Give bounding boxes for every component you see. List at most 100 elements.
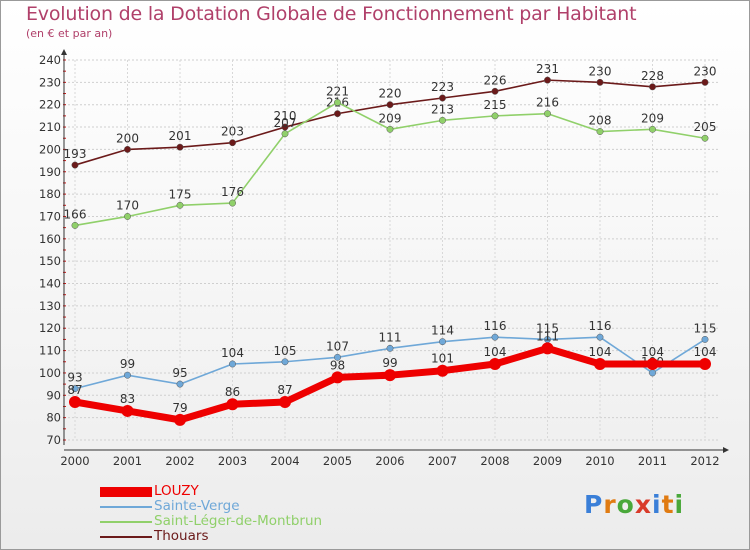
data-point <box>439 338 446 346</box>
data-label: 203 <box>221 125 244 139</box>
legend-swatch <box>100 536 152 538</box>
chart-subtitle: (en € et par an) <box>26 27 113 40</box>
data-label: 93 <box>67 371 82 385</box>
x-tick-label: 2008 <box>480 454 509 468</box>
data-label: 95 <box>172 366 187 380</box>
data-point <box>384 369 396 382</box>
data-point <box>596 78 604 86</box>
data-point <box>646 358 659 370</box>
data-label: 175 <box>169 187 192 201</box>
data-point <box>594 358 606 370</box>
y-tick-label: 220 <box>39 98 61 112</box>
proxiti-logo: Proxiti <box>584 490 685 519</box>
x-tick-label: 2001 <box>113 454 142 468</box>
data-label: 83 <box>120 392 135 406</box>
data-point <box>176 143 184 151</box>
y-tick-label: 90 <box>46 388 61 402</box>
data-label: 231 <box>536 62 559 76</box>
data-point <box>436 364 449 377</box>
data-point <box>386 101 394 109</box>
data-point <box>701 78 709 86</box>
x-tick-label: 2011 <box>638 454 667 468</box>
data-point <box>334 110 341 118</box>
data-point <box>69 396 81 408</box>
data-label: 98 <box>330 358 345 372</box>
data-label: 223 <box>431 80 454 94</box>
y-tick-label: 150 <box>39 254 61 268</box>
y-axis-arrow <box>61 49 67 55</box>
y-tick-label: 160 <box>39 232 61 246</box>
data-label: 116 <box>484 319 507 333</box>
legend-label: Saint-Léger-de-Montbrun <box>154 513 323 529</box>
data-label: 111 <box>379 330 402 344</box>
data-label: 208 <box>589 114 612 128</box>
data-label: 228 <box>641 69 664 83</box>
data-label: 209 <box>379 111 402 125</box>
data-point <box>281 123 289 131</box>
data-label: 193 <box>64 147 87 161</box>
data-label: 111 <box>536 329 559 343</box>
data-point <box>176 380 184 388</box>
data-point <box>649 369 656 377</box>
data-point <box>331 371 344 384</box>
y-tick-label: 100 <box>39 366 61 380</box>
y-tick-label: 190 <box>39 165 61 179</box>
y-tick-label: 110 <box>39 344 61 358</box>
legend-label: Thouars <box>154 528 209 544</box>
data-point <box>491 333 499 341</box>
y-tick-label: 240 <box>39 53 61 67</box>
data-label: 176 <box>221 185 244 199</box>
data-point <box>544 110 551 118</box>
data-point <box>176 201 184 209</box>
data-point <box>124 213 131 220</box>
y-tick-label: 210 <box>39 120 61 134</box>
data-label: 86 <box>225 385 240 399</box>
x-tick-label: 2002 <box>165 454 194 468</box>
data-label: 230 <box>694 64 717 78</box>
data-label: 87 <box>277 383 292 397</box>
y-tick-label: 140 <box>39 277 61 291</box>
data-point <box>281 358 289 366</box>
legend-swatch <box>100 487 152 497</box>
data-label: 104 <box>694 345 717 359</box>
data-point <box>279 396 291 408</box>
data-point <box>649 83 656 91</box>
data-label: 216 <box>536 96 559 110</box>
data-label: 230 <box>589 64 612 78</box>
x-tick-label: 2012 <box>690 454 719 468</box>
data-label: 221 <box>326 84 349 98</box>
data-label: 104 <box>484 345 507 359</box>
data-label: 101 <box>431 352 454 366</box>
data-label: 200 <box>116 131 139 145</box>
data-label: 170 <box>116 198 139 212</box>
data-label: 104 <box>221 346 244 360</box>
data-point <box>439 116 446 124</box>
data-point <box>491 112 499 120</box>
x-tick-label: 2004 <box>270 454 299 468</box>
data-point <box>229 139 236 147</box>
x-tick-label: 2005 <box>323 454 352 468</box>
data-label: 215 <box>484 98 507 112</box>
legend-swatch <box>100 521 152 523</box>
data-point <box>71 385 79 393</box>
data-point <box>649 125 656 133</box>
data-label: 87 <box>67 383 82 397</box>
data-point <box>439 94 446 102</box>
y-tick-label: 70 <box>46 433 61 447</box>
data-point <box>701 335 709 343</box>
legend-label: Sainte-Verge <box>154 498 240 514</box>
data-point <box>596 128 604 135</box>
data-point <box>229 360 236 368</box>
legend-swatch <box>100 506 152 508</box>
data-label: 115 <box>536 321 559 335</box>
data-label: 99 <box>382 356 397 370</box>
data-point <box>491 87 499 95</box>
data-point <box>124 145 131 153</box>
data-point <box>334 99 341 106</box>
data-point <box>71 221 79 229</box>
data-label: 205 <box>694 120 717 134</box>
y-tick-label: 80 <box>46 411 61 425</box>
x-axis-arrow <box>723 447 729 453</box>
